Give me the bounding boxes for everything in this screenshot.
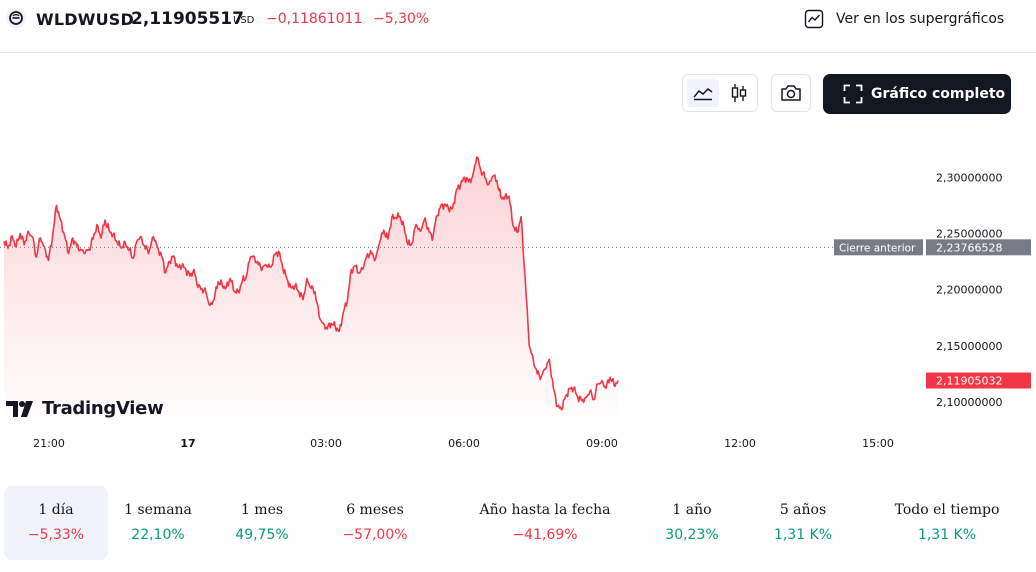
x-tick-label: 06:00 bbox=[448, 437, 480, 450]
candle-style-button[interactable] bbox=[723, 79, 755, 107]
candlestick-icon bbox=[731, 84, 747, 102]
tradingview-logo[interactable]: TradingView bbox=[6, 398, 164, 419]
period-label: 1 mes bbox=[240, 502, 284, 518]
logo-text: TradingView bbox=[42, 398, 164, 419]
period-tab[interactable]: 5 años 1,31 K% bbox=[746, 486, 860, 560]
period-label: 1 año bbox=[672, 502, 712, 518]
period-label: Todo el tiempo bbox=[894, 502, 1000, 518]
symbol-name: WLDWUSD bbox=[36, 10, 134, 29]
period-change: −41,69% bbox=[512, 527, 578, 543]
price-change-percent: −5,30% bbox=[373, 11, 430, 27]
period-change: −57,00% bbox=[342, 527, 408, 543]
y-tick-label: 2,15000000 bbox=[936, 340, 1002, 353]
area-chart-icon bbox=[693, 88, 713, 101]
last-price: 2,11905517 bbox=[131, 9, 244, 29]
price-currency: USD bbox=[233, 15, 255, 26]
x-tick-label: 03:00 bbox=[310, 437, 342, 450]
price-chart[interactable]: 2,30000000 2,25000000 2,20000000 2,15000000… bbox=[0, 130, 1036, 460]
full-chart-button[interactable]: Gráfico completo bbox=[823, 74, 1011, 114]
symbol-header: WLDWUSD 2,11905517 USD −0,11861011 −5,30… bbox=[0, 0, 1036, 53]
period-change: 1,31 K% bbox=[917, 527, 977, 543]
period-change: 30,23% bbox=[665, 527, 719, 543]
prev-close-value-bg bbox=[926, 239, 1031, 256]
period-change: 49,75% bbox=[235, 527, 289, 543]
x-tick-label: 15:00 bbox=[862, 437, 894, 450]
tradingview-logo-icon bbox=[6, 400, 33, 417]
prev-close-label: Cierre anterior bbox=[839, 242, 916, 254]
period-change: 1,31 K% bbox=[773, 527, 833, 543]
fullscreen-icon bbox=[843, 84, 863, 104]
period-tab[interactable]: Año hasta la fecha −41,69% bbox=[456, 486, 634, 560]
y-tick-label: 2,30000000 bbox=[936, 171, 1002, 184]
last-price-badge: 2,11905032 bbox=[936, 375, 1002, 388]
prev-close-label-bg bbox=[834, 239, 923, 256]
x-tick-label: 21:00 bbox=[33, 437, 65, 450]
y-tick-label: 2,25000000 bbox=[936, 227, 1002, 240]
full-chart-label: Gráfico completo bbox=[871, 86, 1006, 102]
period-tab[interactable]: 1 mes 49,75% bbox=[210, 486, 314, 560]
x-tick-label: 17 bbox=[180, 437, 195, 450]
area-style-button[interactable] bbox=[687, 79, 719, 107]
y-tick-label: 2,10000000 bbox=[936, 396, 1002, 409]
period-tab[interactable]: 1 año 30,23% bbox=[640, 486, 744, 560]
period-tab[interactable]: 6 meses −57,00% bbox=[316, 486, 434, 560]
chart-style-toggle bbox=[682, 74, 758, 112]
period-label: 1 semana bbox=[124, 502, 192, 518]
supercharts-label: Ver en los supergráficos bbox=[836, 11, 1005, 27]
period-selector: 1 día −5,33% 1 semana 22,10% 1 mes 49,75% 6 me… bbox=[0, 486, 1036, 560]
period-tab[interactable]: Todo el tiempo 1,31 K% bbox=[862, 486, 1032, 560]
period-change: 22,10% bbox=[131, 527, 185, 543]
period-label: 1 día bbox=[38, 502, 74, 518]
period-label: 5 años bbox=[779, 502, 827, 518]
price-change: −0,11861011 bbox=[266, 11, 363, 27]
period-label: 6 meses bbox=[346, 502, 404, 518]
price-area-fill bbox=[4, 157, 619, 430]
period-tab[interactable]: 1 día −5,33% bbox=[4, 486, 108, 560]
supercharts-link[interactable]: Ver en los supergráficos bbox=[804, 9, 1004, 29]
prev-close-value: 2,23766528 bbox=[936, 241, 1002, 254]
camera-icon bbox=[781, 85, 801, 101]
period-change: −5,33% bbox=[27, 527, 85, 543]
snapshot-button[interactable] bbox=[771, 74, 811, 112]
x-tick-label: 12:00 bbox=[724, 437, 756, 450]
coin-logo-icon bbox=[6, 8, 26, 28]
period-label: Año hasta la fecha bbox=[479, 502, 611, 518]
price-line bbox=[3, 156, 619, 411]
x-tick-label: 09:00 bbox=[586, 437, 618, 450]
period-tab[interactable]: 1 semana 22,10% bbox=[108, 486, 208, 560]
last-price-badge-bg bbox=[926, 372, 1031, 389]
y-tick-label: 2,20000000 bbox=[936, 284, 1002, 297]
chart-box-icon bbox=[804, 9, 824, 29]
